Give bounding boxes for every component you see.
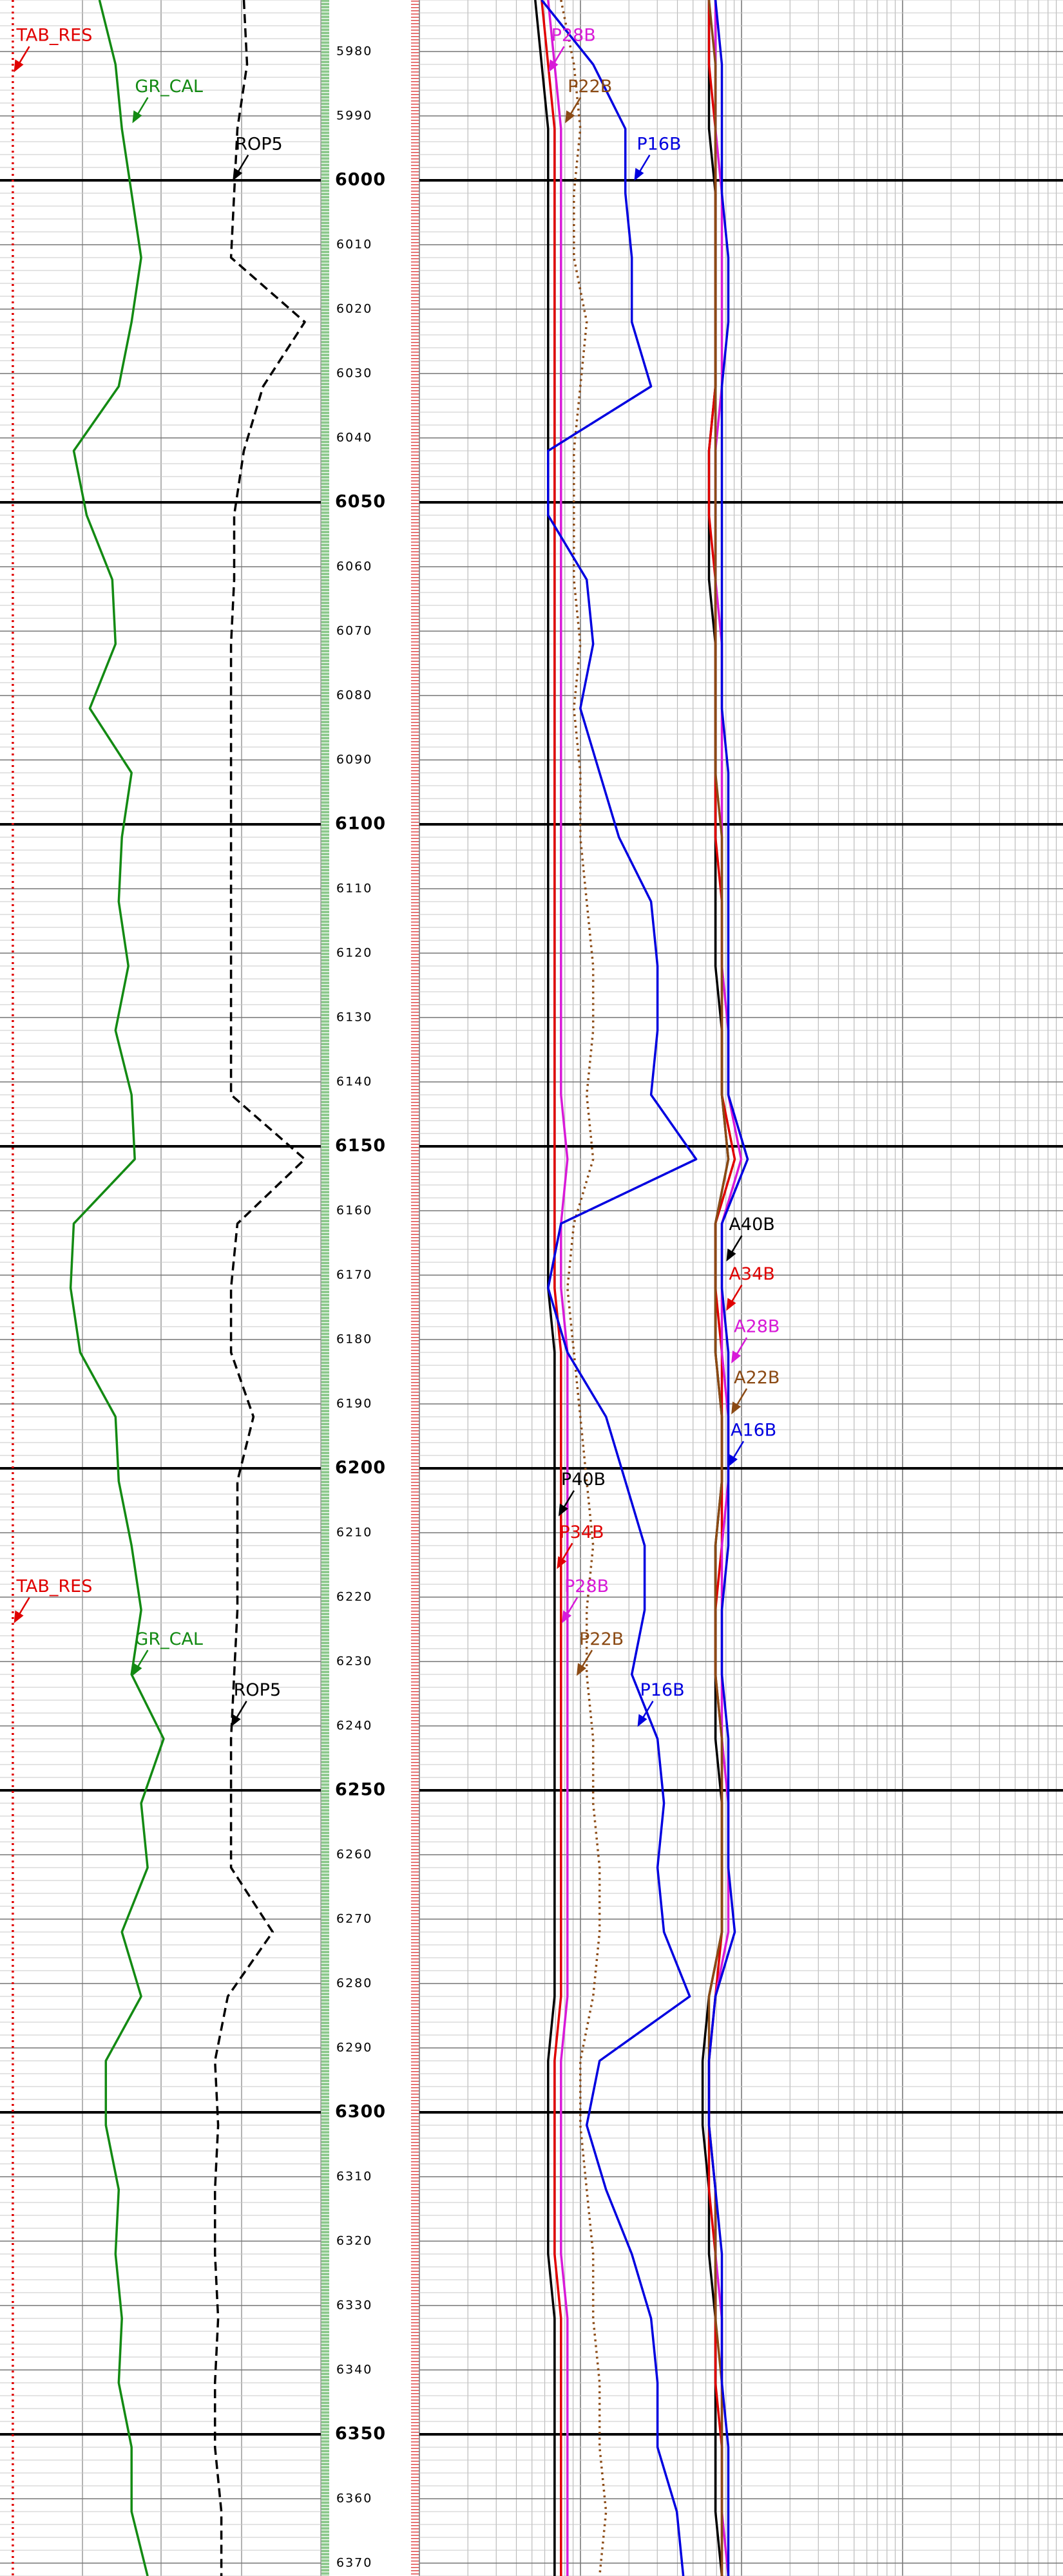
curve-label: TAB_RES [16,26,93,46]
log-curve [547,0,569,2576]
curve-label: A28B [734,1317,780,1337]
label-arrowhead [562,1610,572,1624]
depth-label: 6050 [335,492,386,512]
curve-label: ROP5 [234,1680,281,1700]
label-arrowhead [132,1663,142,1676]
curve-label: P34B [559,1522,604,1542]
depth-label: 6110 [336,882,372,896]
depth-label: 6230 [336,1654,372,1669]
curve-label: A40B [729,1215,774,1235]
depth-label: 6090 [336,753,372,767]
label-arrowhead [726,1298,736,1311]
depth-label: 6320 [336,2234,372,2248]
label-arrowhead [731,1401,742,1415]
curve-label: P22B [579,1629,624,1649]
depth-label: 6100 [335,814,386,834]
curve-label: TAB_RES [16,1577,93,1596]
labels: 5980 5990 6000 6010 6020 6030 6040 6050 6060 6070… [14,26,780,2570]
depth-label: 6180 [336,1332,372,1347]
curves [12,0,749,2576]
depth-strip [321,0,329,2576]
depth-label: 6290 [336,2041,372,2055]
label-arrowhead [233,167,243,181]
depth-label: 6280 [336,1976,372,1991]
depth-label: 6210 [336,1526,372,1540]
label-arrowhead [558,1503,568,1517]
depth-label: 6120 [336,946,372,960]
curve-label: ROP5 [235,134,282,154]
label-arrowhead [634,167,644,181]
depth-label: 6160 [336,1204,372,1218]
curve-label: P28B [551,26,596,46]
curve-label: P16B [640,1680,685,1700]
curve-label: A16B [731,1420,776,1440]
curve-label: A34B [729,1264,774,1284]
curve-label: GR_CAL [135,77,203,97]
depth-label: 6040 [336,431,372,445]
curve-label: A22B [734,1368,780,1388]
log-curve [541,0,698,2576]
depth-label: 5980 [336,44,372,59]
log-curve [541,0,562,2576]
depth-label: 6170 [336,1268,372,1282]
label-arrowhead [565,110,575,124]
depth-label: 6200 [335,1458,386,1478]
label-arrowhead [726,1248,736,1262]
curve-label: P22B [568,77,612,97]
label-arrowhead [14,59,24,73]
curve-label: P16B [637,134,681,154]
depth-label: 6020 [336,302,372,316]
label-arrowhead [132,110,142,124]
depth-label: 6150 [335,1136,386,1156]
label-arrowhead [637,1714,647,1727]
depth-label: 6240 [336,1719,372,1733]
depth-label: 6350 [335,2424,386,2444]
depth-label: 6220 [336,1590,372,1604]
depth-label: 6060 [336,560,372,574]
label-arrowhead [557,1556,567,1569]
depth-label: 6360 [336,2492,372,2506]
depth-label: 6190 [336,1397,372,1411]
depth-label: 6080 [336,688,372,703]
log-curve [69,0,165,2576]
curve-label: GR_CAL [135,1629,203,1649]
depth-label: 6030 [336,366,372,381]
label-arrowhead [577,1663,587,1676]
label-arrowhead [731,1350,742,1364]
label-arrowhead [231,1714,241,1727]
depth-label: 5990 [336,109,372,123]
depth-label: 6250 [335,1780,386,1800]
depth-label: 6070 [336,624,372,638]
depth-label: 6340 [336,2363,372,2377]
curve-label: P28B [564,1577,609,1596]
depth-label: 6310 [336,2170,372,2184]
depth-label: 6300 [335,2102,386,2122]
depth-label: 6330 [336,2298,372,2313]
depth-strip [411,0,419,2576]
depth-label: 6140 [336,1075,372,1089]
depth-label: 6130 [336,1010,372,1025]
depth-label: 6270 [336,1912,372,1926]
depth-label: 6010 [336,238,372,252]
label-arrowhead [14,1610,24,1624]
depth-label: 6260 [336,1848,372,1862]
curve-label: P40B [561,1470,606,1490]
depth-label: 6000 [335,170,386,190]
label-arrowhead [727,1454,738,1467]
depth-label: 6370 [336,2556,372,2570]
label-arrowhead [548,59,559,73]
log-curve [707,0,749,2576]
